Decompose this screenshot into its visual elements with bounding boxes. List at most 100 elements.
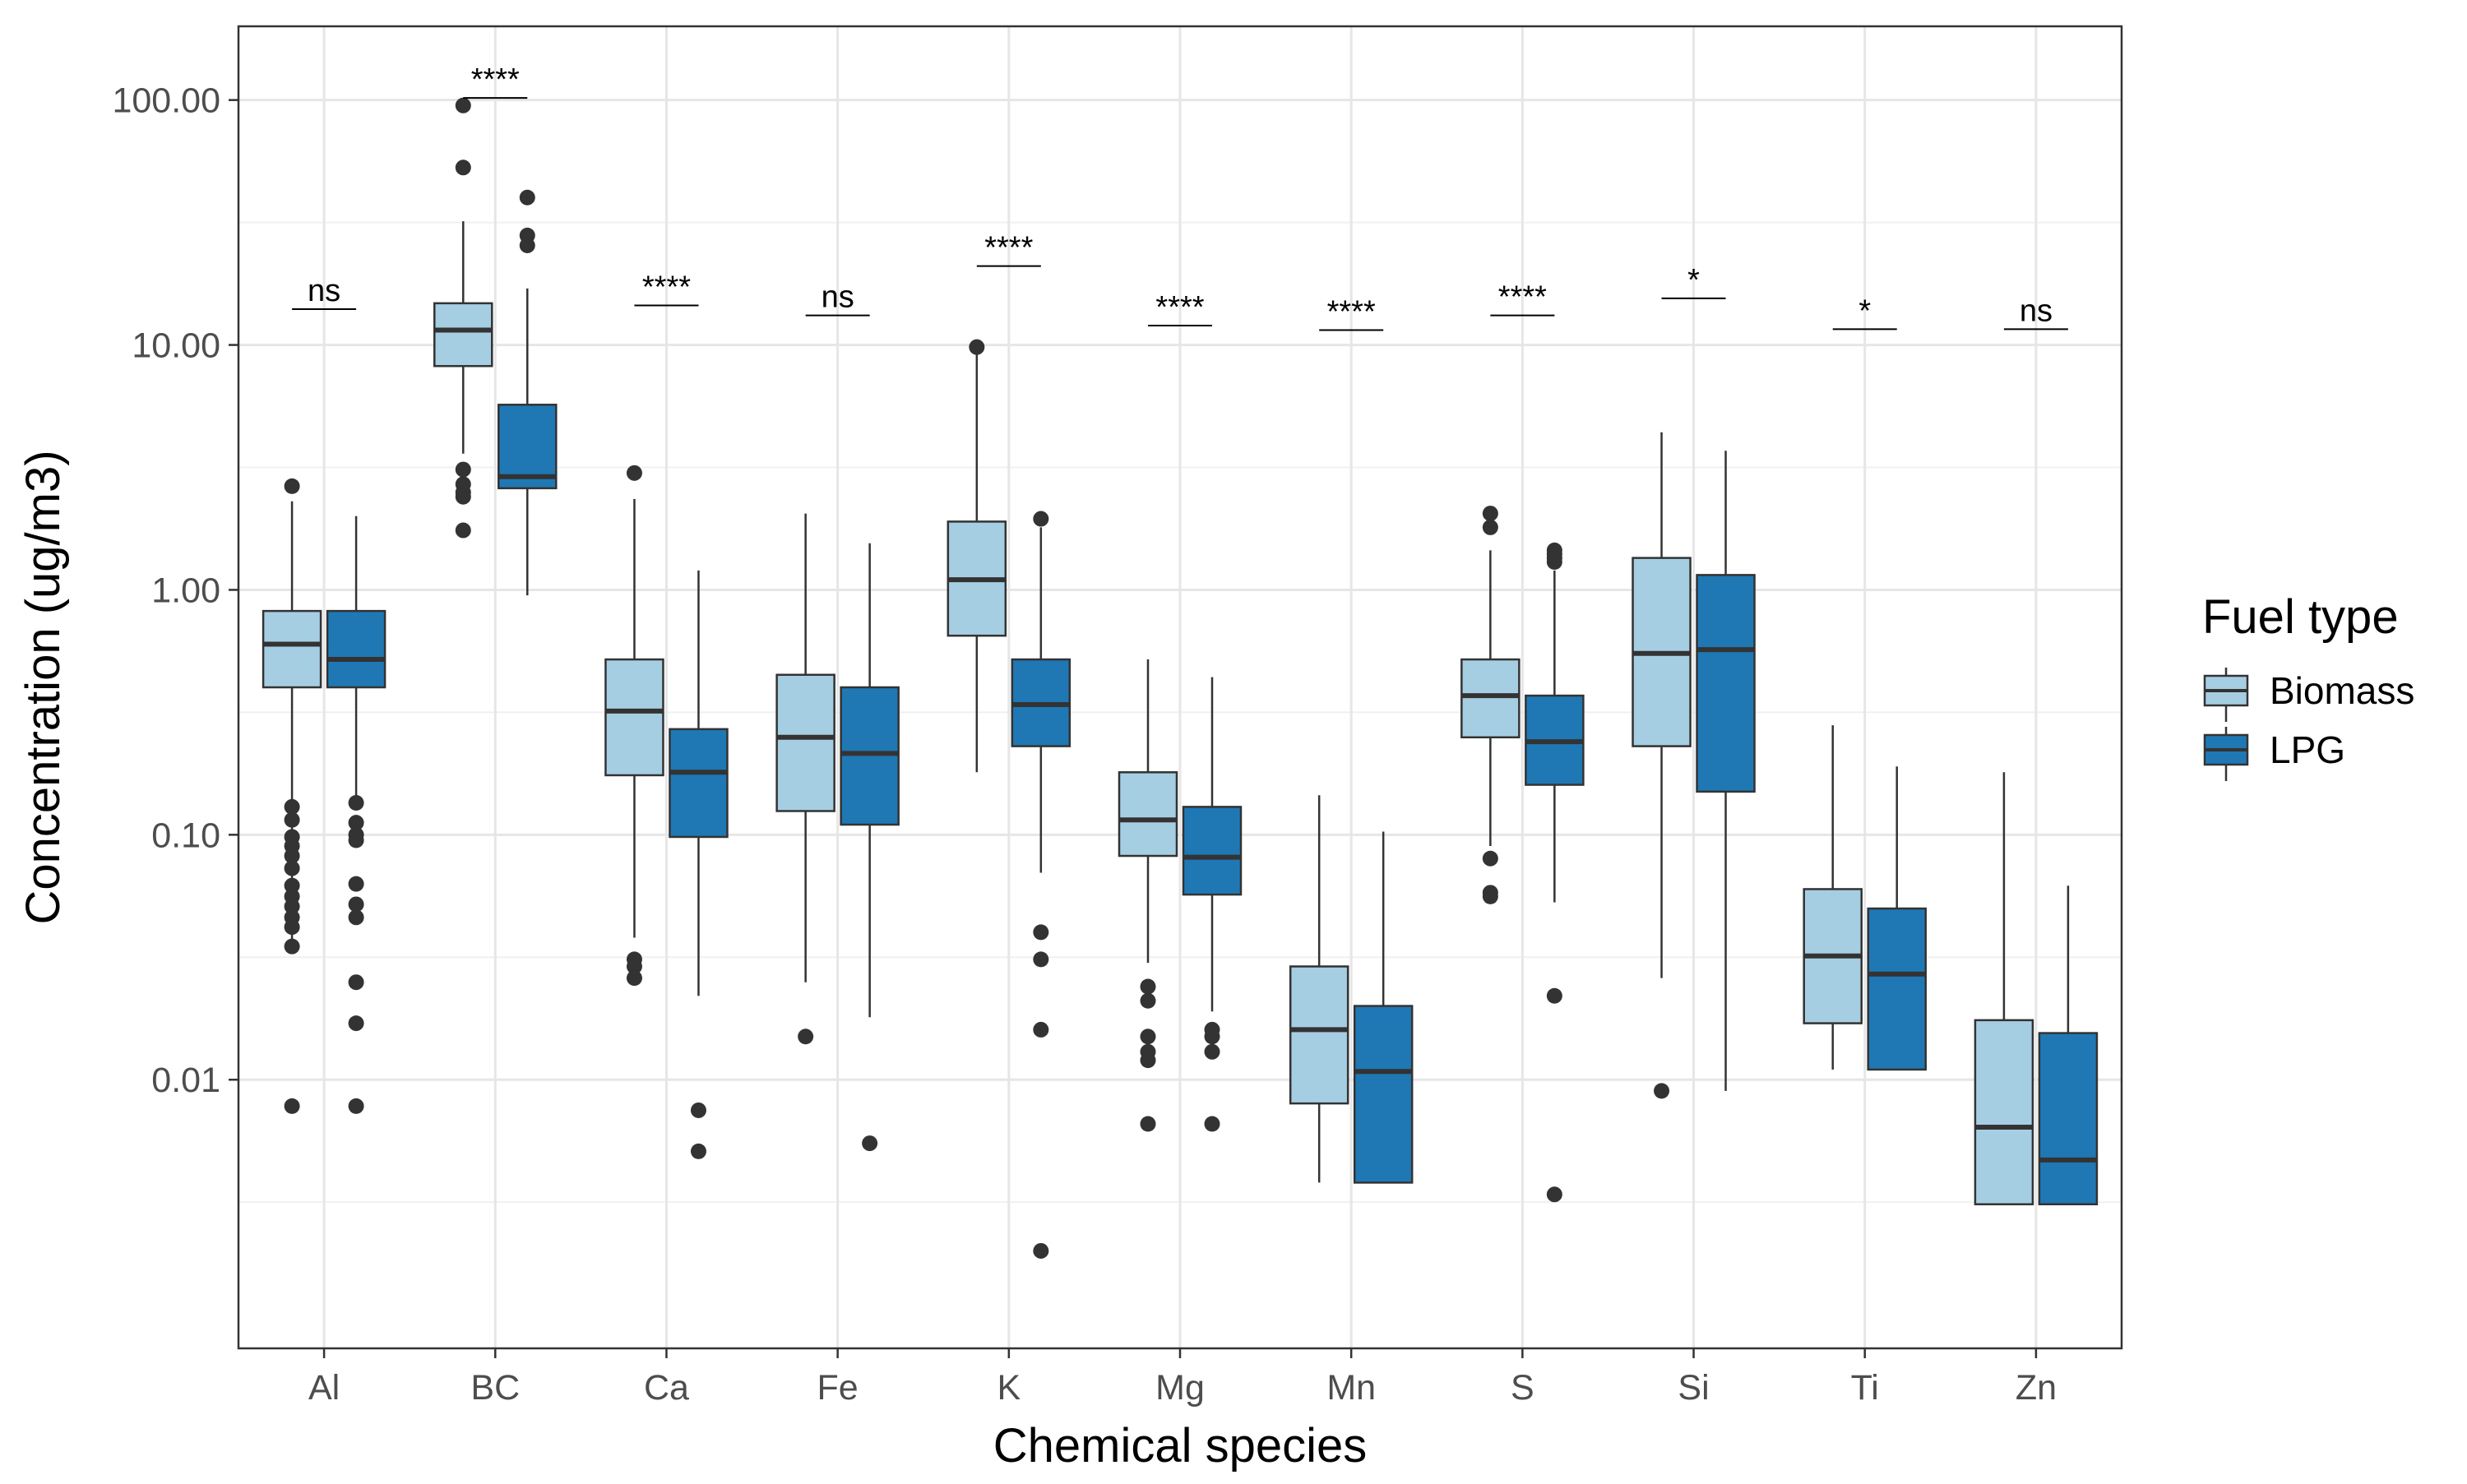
outlier-point [1140,992,1156,1009]
box-body [1974,1019,2034,1206]
outlier-point [1140,1116,1156,1132]
outlier-point [284,898,300,914]
box-group [326,515,386,1114]
outlier-point [862,1135,878,1152]
outlier-point [284,848,300,864]
box-group [1118,659,1178,1132]
x-tick-label: Ti [1851,1368,1879,1408]
box-body [840,686,900,826]
outlier-point [798,1029,814,1045]
legend: Fuel type Biomass LPG [2202,590,2414,781]
outlier-point [284,478,300,494]
box-group [433,97,493,539]
grid-lines [238,26,2122,1348]
outlier-point [1204,1116,1220,1132]
outlier-point [1140,978,1156,995]
significance-annotations: ns******** ns******** **** **** ** ns [292,62,2068,331]
outlier-point [1033,511,1049,527]
outlier-point [348,876,364,892]
significance-label: * [1858,294,1871,328]
outlier-point [519,237,535,253]
box-body [604,658,664,777]
y-tick-label: 10.00 [132,326,220,366]
outlier-point [348,909,364,926]
x-tick-label: Ca [644,1368,689,1408]
outlier-point [455,488,471,505]
outlier-point [1140,1029,1156,1045]
box-body [1353,1005,1414,1184]
box-group [775,513,835,1045]
significance-label: **** [1155,290,1204,325]
box-body [1289,965,1349,1105]
x-tick-label: Mn [1326,1368,1376,1408]
outlier-point [1546,554,1562,571]
outlier-point [348,832,364,848]
box-body [1460,658,1520,739]
y-tick-label: 1.00 [151,571,220,610]
box-group [669,570,729,1159]
box-group [1182,677,1243,1132]
outlier-point [348,974,364,991]
outlier-point [455,522,471,539]
significance-label: * [1687,263,1700,298]
box-body [1118,771,1178,858]
outlier-point [284,798,300,815]
outlier-point [690,1102,706,1118]
outlier-point [1654,1083,1670,1099]
outlier-point [626,970,642,987]
outlier-point [1482,888,1498,904]
outlier-point [284,877,300,894]
significance-label: **** [1327,294,1376,329]
outlier-point [1033,1242,1049,1259]
x-tick-label: Fe [817,1368,859,1408]
box-group [1525,542,1585,1203]
outlier-point [1204,1029,1220,1045]
box-group [1289,795,1349,1183]
x-tick-label: Si [1678,1368,1709,1408]
box-body [1867,907,1927,1071]
box-group [840,543,900,1152]
outlier-point [626,958,642,974]
legend-title: Fuel type [2202,590,2399,644]
outlier-point [1482,519,1498,535]
axes: 0.01 0.10 1.00 10.00 100.00 Al BC Ca Fe K Mg Mn S Si T… [112,81,2057,1408]
y-axis-title: Concentration (ug/m3) [16,450,70,924]
outlier-point [690,1143,706,1159]
significance-label: **** [984,231,1033,266]
outlier-point [348,896,364,913]
box-group [1696,451,1756,1091]
significance-label: **** [1498,280,1547,315]
box-group [262,478,322,1114]
y-tick-label: 100.00 [112,81,220,121]
x-tick-label: Al [308,1368,340,1408]
outlier-point [284,811,300,828]
outlier-point [1204,1043,1220,1060]
box-group [604,465,664,987]
outlier-point [1033,951,1049,968]
outlier-point [1482,506,1498,522]
outlier-point [455,159,471,176]
box-body [669,728,729,839]
outlier-point [455,461,471,478]
outlier-point [519,189,535,206]
significance-label: **** [471,62,520,97]
box-group [1353,831,1414,1184]
legend-item: Biomass [2203,668,2414,722]
box-body [775,673,835,812]
x-tick-label: Mg [1155,1368,1205,1408]
outlier-point [1033,924,1049,941]
box-group [1011,511,1072,1259]
box-body [1696,574,1756,793]
legend-label: Biomass [2270,669,2414,712]
x-axis-title: Chemical species [993,1419,1368,1472]
box-plots [262,97,2099,1259]
box-body [2038,1032,2099,1206]
x-tick-label: BC [470,1368,520,1408]
outlier-point [284,919,300,936]
box-group [1460,506,1520,904]
y-tick-label: 0.01 [151,1061,220,1100]
outlier-point [348,1098,364,1114]
legend-item: LPG [2203,727,2345,781]
legend-label: LPG [2270,728,2345,771]
x-tick-label: Zn [2016,1368,2057,1408]
